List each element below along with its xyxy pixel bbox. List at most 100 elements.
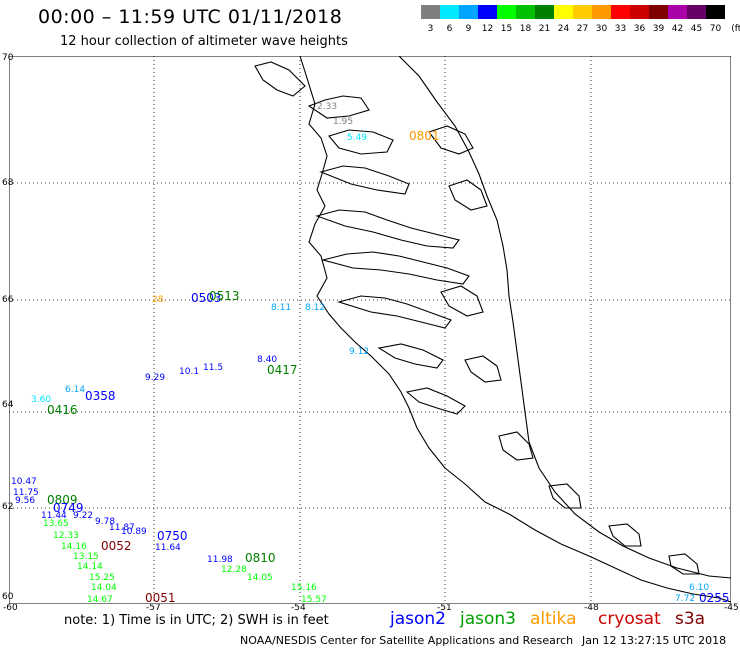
obs-label: 0503 xyxy=(191,291,222,305)
legend-swatch xyxy=(497,5,516,19)
obs-label: 14.16 xyxy=(61,542,87,552)
legend-swatch xyxy=(554,5,573,19)
legend-swatch xyxy=(535,5,554,19)
legend-label: 18 xyxy=(519,24,532,34)
legend-swatch xyxy=(668,5,687,19)
lon-label: -54 xyxy=(291,603,306,613)
graticule xyxy=(9,56,731,604)
lon-label: -48 xyxy=(584,603,599,613)
obs-label: 11.87 xyxy=(109,523,135,533)
obs-label: 0052 xyxy=(101,539,132,553)
obs-label: 9.78 xyxy=(95,517,115,527)
legend-swatch xyxy=(440,5,459,19)
legend-swatch xyxy=(459,5,478,19)
legend-label: 24 xyxy=(557,24,570,34)
obs-label: 13.15 xyxy=(73,552,99,562)
note-text: note: 1) Time is in UTC; 2) SWH is in fe… xyxy=(64,613,329,628)
obs-label: 0810 xyxy=(245,551,276,565)
obs-label: 28. xyxy=(152,295,166,305)
lon-label: -60 xyxy=(3,603,18,613)
legend-swatch xyxy=(630,5,649,19)
obs-label: 10.89 xyxy=(121,527,147,537)
legend-swatch xyxy=(592,5,611,19)
legend-swatch xyxy=(421,5,440,19)
obs-label: 7.72 xyxy=(675,594,695,604)
map-frame xyxy=(9,56,731,604)
obs-label: 9.22 xyxy=(73,511,93,521)
legend-label: 36 xyxy=(633,24,646,34)
obs-label: 0417 xyxy=(267,363,298,377)
obs-label: 8.12 xyxy=(305,303,325,313)
legend-label: 9 xyxy=(465,24,472,34)
obs-label: 11.75 xyxy=(13,488,39,498)
obs-label: 3.60 xyxy=(31,395,51,405)
greenland-coastline xyxy=(254,56,731,603)
obs-label: 14.14 xyxy=(77,562,103,572)
legend-swatch xyxy=(611,5,630,19)
lat-label: 68 xyxy=(2,178,14,188)
legend-unit: (ft) xyxy=(731,24,740,34)
legend-swatch xyxy=(478,5,497,19)
obs-label: 14.05 xyxy=(247,573,273,583)
obs-label: 2.33 xyxy=(317,102,337,112)
lon-label: -45 xyxy=(724,603,739,613)
credit-text: NOAA/NESDIS Center for Satellite Applica… xyxy=(240,634,574,647)
legend-swatch xyxy=(687,5,706,19)
wave-height-map: 2.33 1.95 5.49 0801 28. 0503 0513 8.11 8… xyxy=(9,56,731,604)
obs-label: 15.57 xyxy=(301,595,327,604)
mission-jason3: jason3 xyxy=(460,609,516,629)
obs-label: 0416 xyxy=(47,403,78,417)
mission-altika: altika xyxy=(530,609,577,629)
obs-label: 12.28 xyxy=(221,565,247,575)
legend-label: 45 xyxy=(690,24,703,34)
legend-swatch xyxy=(649,5,668,19)
lon-label: -51 xyxy=(437,603,452,613)
lat-label: 66 xyxy=(2,295,14,305)
legend-label: 3 xyxy=(427,24,434,34)
legend-label: 30 xyxy=(595,24,608,34)
obs-label: 12.33 xyxy=(53,531,79,541)
legend-label: 15 xyxy=(500,24,513,34)
obs-label: 14.04 xyxy=(91,583,117,593)
obs-label: 0749 xyxy=(53,501,84,515)
obs-label: 0051 xyxy=(145,591,176,604)
obs-label: 11.98 xyxy=(207,555,233,565)
page-subtitle: 12 hour collection of altimeter wave hei… xyxy=(60,34,348,49)
obs-label: 0358 xyxy=(85,389,116,403)
obs-label: 0255 xyxy=(699,591,730,604)
obs-label: 0801 xyxy=(409,129,440,143)
legend-label: 12 xyxy=(481,24,494,34)
legend-swatch xyxy=(573,5,592,19)
obs-label: 11.5 xyxy=(203,363,223,373)
lon-label: -57 xyxy=(146,603,161,613)
obs-label: 10.47 xyxy=(11,477,37,487)
mission-s3a: s3a xyxy=(675,609,706,629)
obs-label: 6.10 xyxy=(689,583,709,593)
mission-cryosat: cryosat xyxy=(598,609,661,629)
legend-label: 21 xyxy=(538,24,551,34)
mission-jason2: jason2 xyxy=(390,609,446,629)
obs-label: 14.67 xyxy=(87,595,113,604)
obs-label: 8.40 xyxy=(257,355,277,365)
obs-label: 11.64 xyxy=(155,543,181,553)
legend-label: 27 xyxy=(576,24,589,34)
page-title: 00:00 – 11:59 UTC 01/11/2018 xyxy=(38,6,343,28)
lat-label: 60 xyxy=(2,592,14,602)
lat-label: 70 xyxy=(2,53,14,63)
legend-label: 33 xyxy=(614,24,627,34)
obs-label: 10.1 xyxy=(179,367,199,377)
obs-label: 5.49 xyxy=(347,133,367,143)
observation-labels: 2.33 1.95 5.49 0801 28. 0503 0513 8.11 8… xyxy=(11,102,730,604)
lat-label: 64 xyxy=(2,400,14,410)
legend-label: 39 xyxy=(652,24,665,34)
obs-label: 13.65 xyxy=(43,519,69,529)
obs-label: 15.25 xyxy=(89,573,115,583)
obs-label: 9.29 xyxy=(145,373,165,383)
obs-label: 9.56 xyxy=(15,496,35,506)
legend-swatch xyxy=(516,5,535,19)
obs-label: 0513 xyxy=(209,289,240,303)
obs-label: 9.12 xyxy=(349,347,369,357)
legend-swatch xyxy=(706,5,725,19)
timestamp-text: Jan 12 13:27:15 UTC 2018 xyxy=(582,634,727,647)
legend-label: 70 xyxy=(709,24,722,34)
